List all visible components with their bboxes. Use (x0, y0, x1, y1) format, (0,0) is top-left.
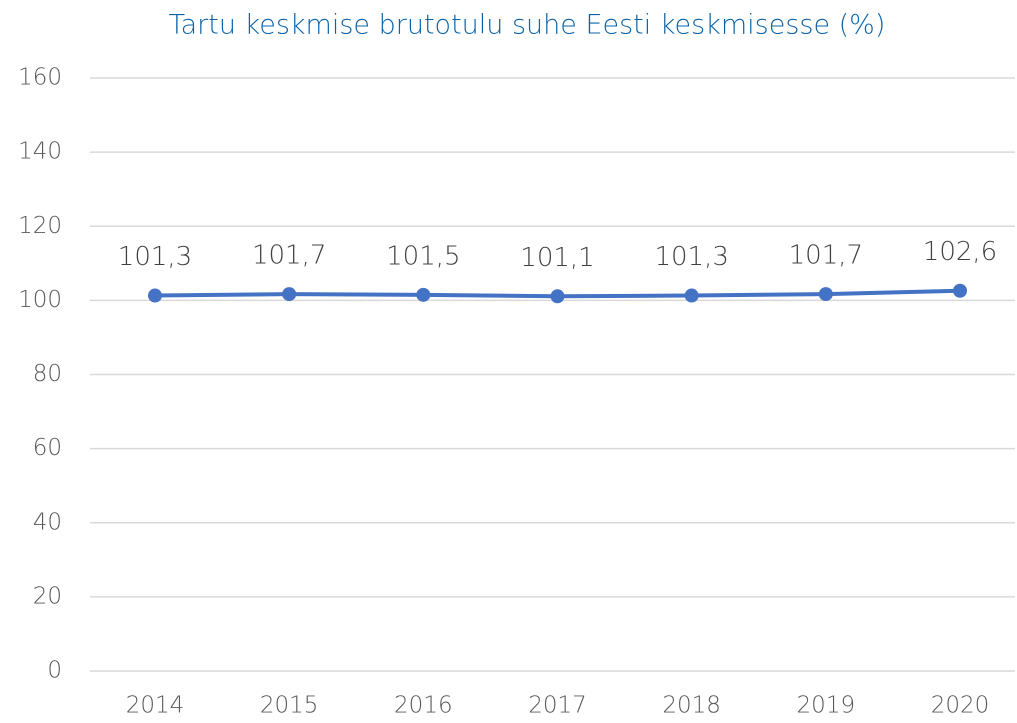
marker (550, 289, 565, 304)
y-tick-label: 0 (47, 658, 62, 684)
marker (818, 287, 833, 302)
y-tick-label: 80 (33, 361, 62, 387)
y-tick-label: 60 (33, 435, 62, 461)
y-tick-label: 140 (18, 139, 62, 165)
data-label: 101,7 (252, 241, 326, 271)
x-tick-label: 2016 (394, 693, 453, 719)
x-tick-label: 2019 (797, 693, 856, 719)
x-tick-label: 2017 (528, 693, 587, 719)
marker (282, 287, 297, 302)
marker (416, 287, 431, 302)
marker (684, 288, 699, 303)
chart-title: Tartu keskmise brutotulu suhe Eesti kesk… (169, 10, 886, 41)
x-tick-label: 2018 (662, 693, 721, 719)
data-label: 102,6 (923, 237, 997, 267)
y-tick-label: 40 (33, 509, 62, 535)
x-tick-label: 2015 (260, 693, 319, 719)
data-label: 101,3 (654, 242, 728, 272)
y-tick-label: 120 (18, 213, 62, 239)
y-tick-label: 160 (18, 65, 62, 91)
data-label: 101,3 (118, 242, 192, 272)
marker (953, 283, 967, 298)
data-label: 101,1 (520, 243, 594, 273)
marker (148, 288, 162, 303)
data-label: 101,5 (386, 241, 460, 271)
data-label: 101,7 (789, 241, 863, 271)
x-tick-label: 2020 (931, 693, 990, 719)
y-tick-label: 100 (18, 287, 62, 313)
x-tick-label: 2014 (126, 693, 185, 719)
y-tick-label: 20 (33, 583, 62, 609)
